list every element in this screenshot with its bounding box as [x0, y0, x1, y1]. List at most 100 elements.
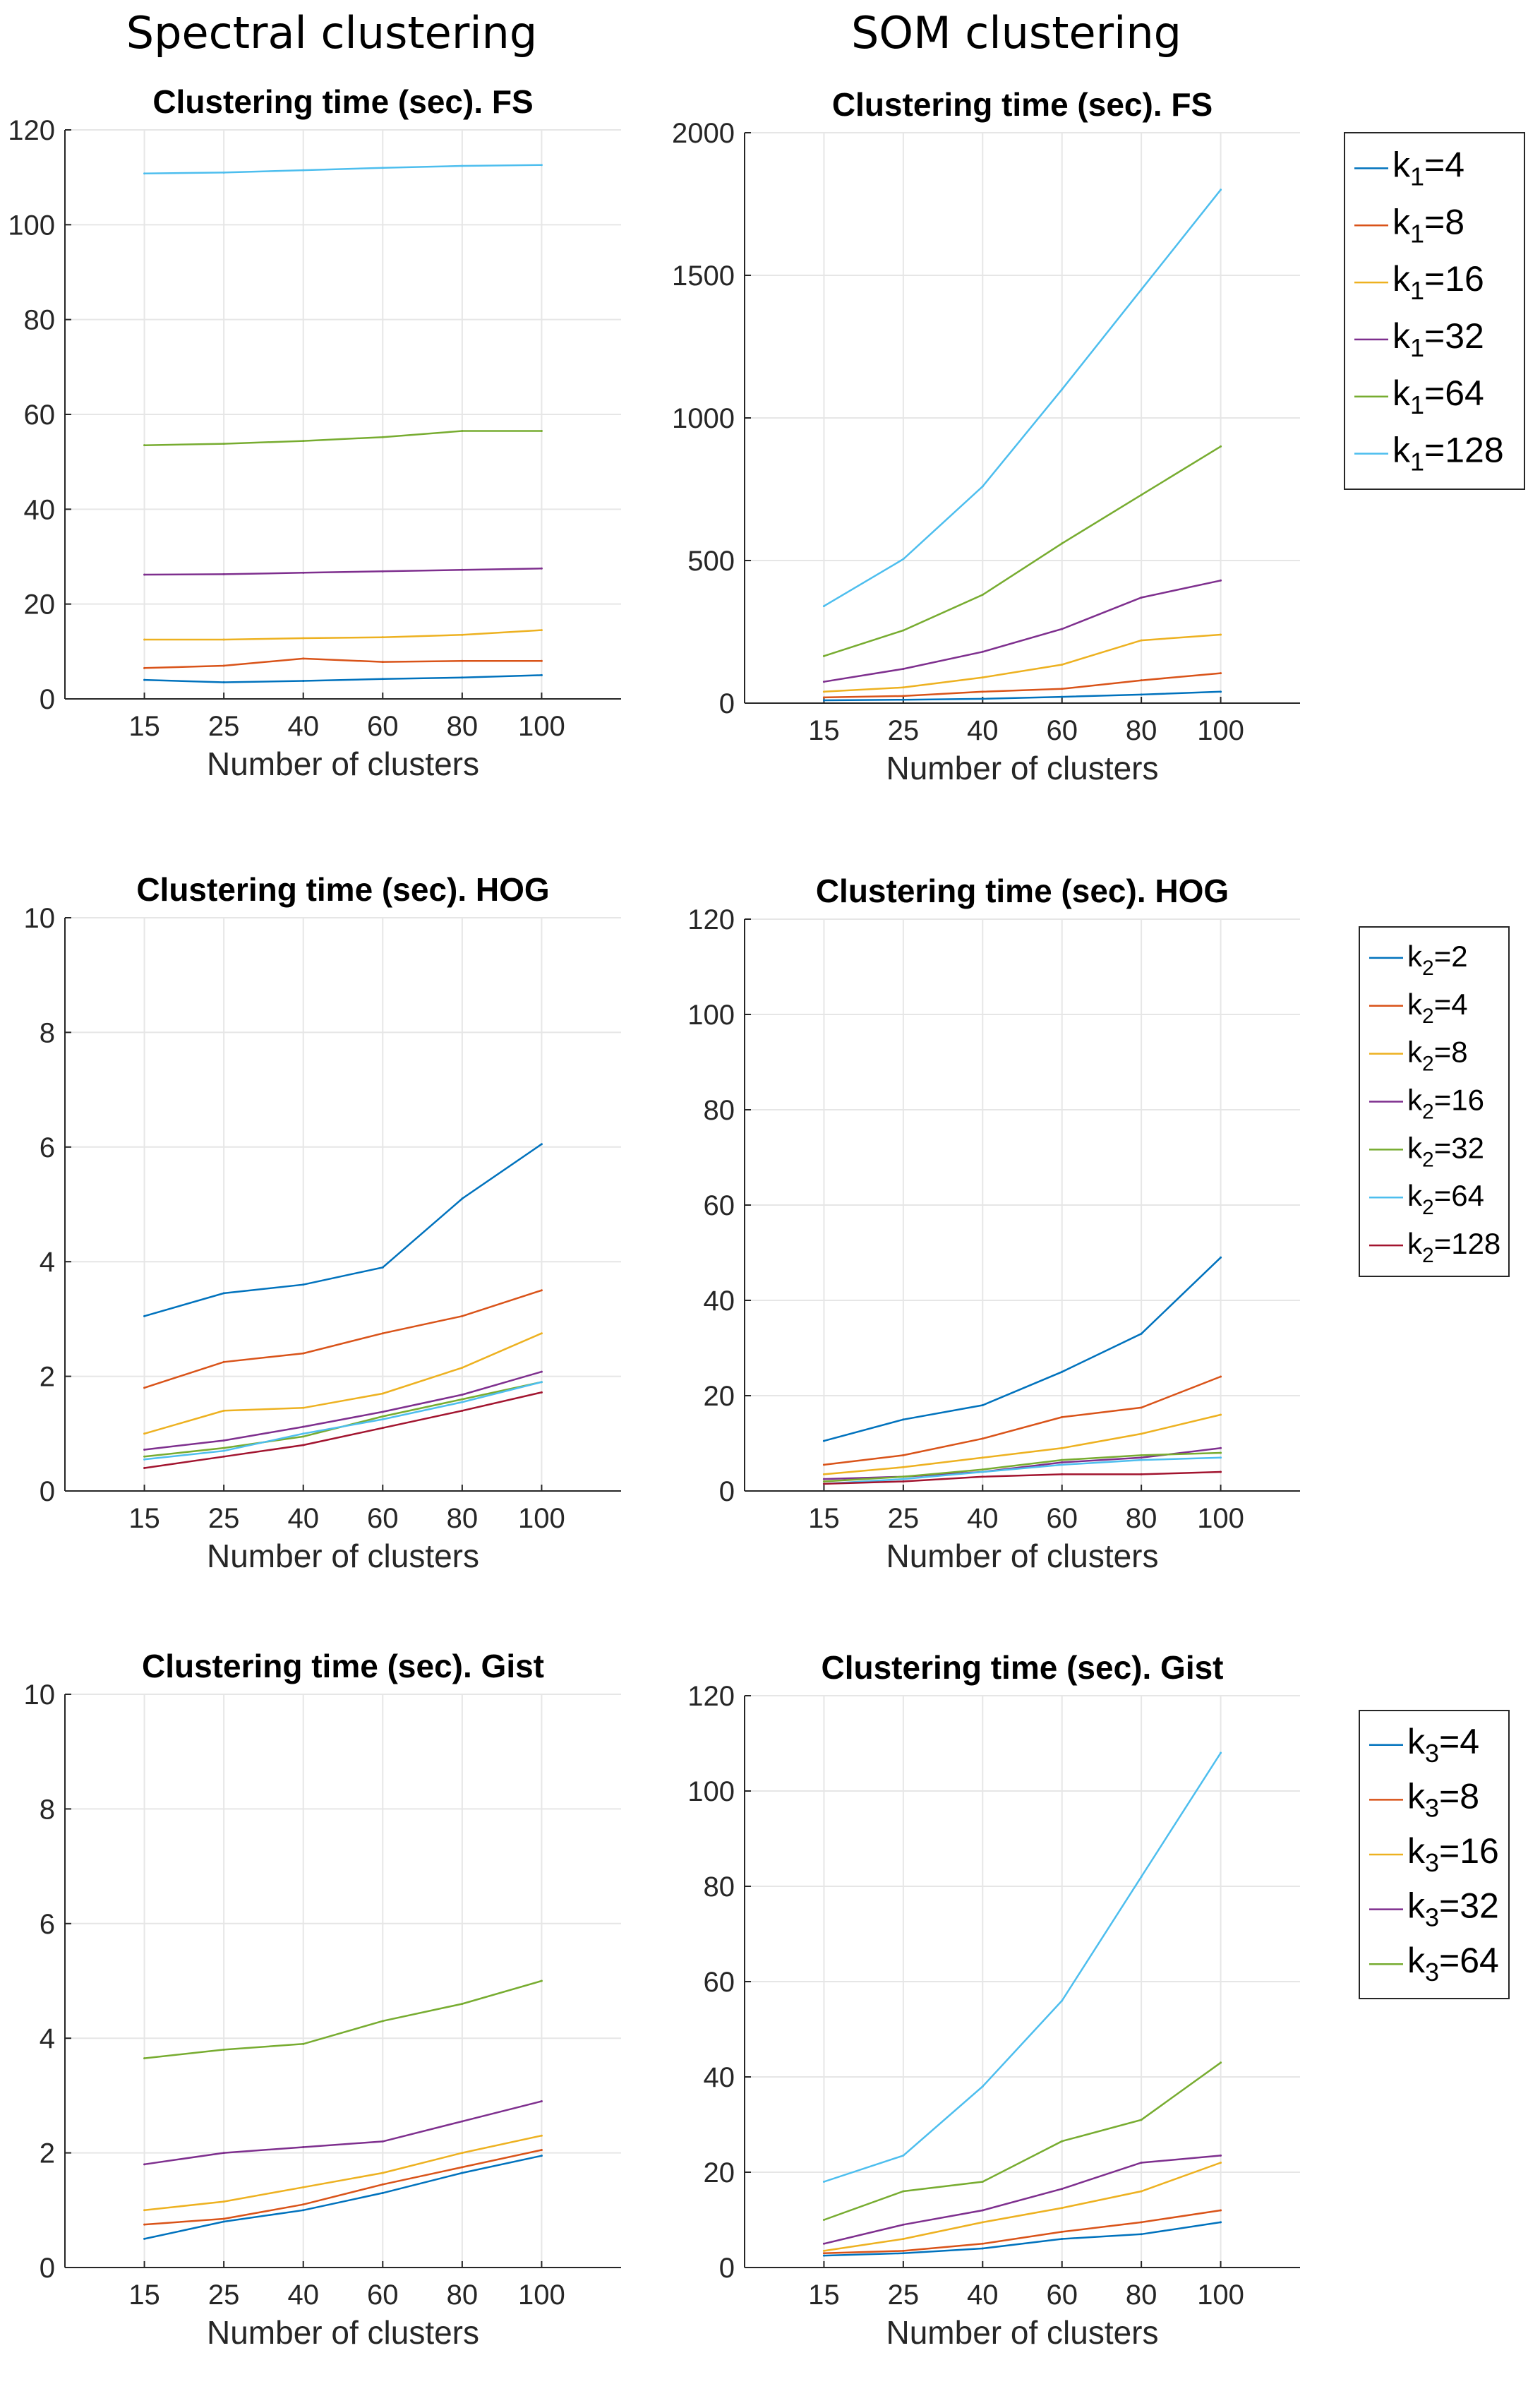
data-point	[1140, 1432, 1143, 1435]
data-point	[1140, 1876, 1143, 1878]
data-point	[381, 2172, 384, 2174]
x-tick-label: 15	[128, 1503, 160, 1534]
data-point	[981, 1475, 984, 1478]
data-point	[143, 2209, 146, 2212]
data-point	[981, 1468, 984, 1471]
y-tick-label: 4	[40, 2023, 55, 2054]
data-point	[461, 2172, 464, 2174]
series-line	[144, 1391, 542, 1469]
series-line	[144, 1381, 542, 1461]
data-point	[822, 605, 825, 608]
data-point	[822, 2181, 825, 2183]
data-point	[222, 1439, 225, 1442]
data-point	[1220, 2221, 1222, 2224]
data-point	[1140, 597, 1143, 599]
data-point	[822, 1463, 825, 1466]
y-tick-label: 2	[40, 2138, 55, 2169]
x-tick-label: 25	[208, 1503, 240, 1534]
x-axis-label: Number of clusters	[886, 2314, 1158, 2351]
data-point	[222, 2152, 225, 2155]
data-point	[222, 2200, 225, 2203]
data-point	[540, 659, 543, 662]
data-point	[822, 699, 825, 702]
data-point	[902, 2252, 905, 2255]
data-point	[1140, 1473, 1143, 1475]
chart-2: 0 500 1000 1500 2000 15 25 40 60 80 100 Number of c…	[672, 86, 1525, 786]
data-point	[302, 637, 305, 640]
series-line	[144, 2155, 542, 2240]
data-point	[540, 1391, 543, 1394]
data-point	[540, 1370, 543, 1373]
data-point	[143, 1432, 146, 1435]
series-line	[144, 1979, 542, 2059]
x-tick-label: 80	[447, 1503, 479, 1534]
legend-label: k1=32	[1392, 316, 1484, 362]
data-point	[381, 2140, 384, 2143]
header-som: SOM clustering	[851, 7, 1181, 59]
legend: k3=4 k3=8 k3=16 k3=32 k3=64	[1359, 1710, 1510, 1999]
data-point	[902, 1480, 905, 1482]
data-point	[381, 2183, 384, 2186]
data-point	[381, 636, 384, 639]
data-point	[461, 2120, 464, 2123]
data-point	[302, 1406, 305, 1409]
data-point	[540, 2155, 543, 2157]
header-spectral: Spectral clustering	[126, 7, 537, 59]
y-tick-label: 8	[40, 1017, 55, 1048]
legend-label: k2=4	[1407, 988, 1468, 1028]
data-point	[143, 1455, 146, 1458]
data-point	[302, 2042, 305, 2045]
chart-4: 0 20 40 60 80 100 120 15 25 40 60 80 100 Number of cl…	[687, 873, 1510, 1574]
x-tick-label: 100	[518, 1503, 565, 1534]
data-point	[381, 2020, 384, 2023]
data-point	[461, 2152, 464, 2155]
data-point	[381, 436, 384, 438]
data-point	[461, 2002, 464, 2005]
y-tick-label: 500	[687, 546, 735, 577]
y-tick-label: 0	[40, 1476, 55, 1507]
x-tick-label: 15	[808, 1503, 840, 1534]
data-point	[822, 1478, 825, 1480]
legend-label: k1=8	[1392, 202, 1464, 248]
data-point	[381, 661, 384, 664]
legend-label: k1=128	[1392, 431, 1504, 477]
legend-box	[1344, 132, 1525, 490]
y-tick-label: 10	[24, 1679, 56, 1711]
y-tick-label: 60	[704, 1190, 735, 1221]
y-tick-label: 0	[719, 1476, 735, 1507]
data-point	[1220, 1446, 1222, 1449]
data-point	[461, 1314, 464, 1317]
data-point	[981, 1470, 984, 1473]
series-line	[144, 2100, 542, 2166]
x-tick-label: 25	[888, 715, 920, 746]
series-line	[824, 2162, 1222, 2252]
data-point	[981, 485, 984, 488]
data-point	[302, 2209, 305, 2212]
x-tick-label: 100	[1197, 715, 1244, 746]
data-point	[1220, 1470, 1222, 1473]
data-point	[902, 2154, 905, 2157]
data-point	[981, 2221, 984, 2224]
series-line	[824, 672, 1221, 699]
y-tick-label: 0	[40, 684, 55, 715]
data-point	[143, 666, 146, 669]
data-point	[1220, 2162, 1222, 2164]
data-point	[1140, 1456, 1143, 1459]
data-point	[1061, 1415, 1064, 1418]
series-line	[824, 690, 1221, 702]
series-line	[144, 657, 542, 669]
data-point	[1140, 493, 1143, 496]
data-point	[143, 444, 146, 447]
data-point	[1140, 2233, 1143, 2236]
chart-1: 0 20 40 60 80 100 120 15 25 40 60 80 100 Number of cl…	[8, 83, 621, 782]
data-point	[222, 1360, 225, 1363]
data-point	[902, 695, 905, 697]
data-point	[1061, 663, 1064, 666]
data-point	[822, 2219, 825, 2221]
y-tick-label: 4	[40, 1247, 55, 1278]
y-tick-label: 0	[719, 2253, 735, 2284]
data-point	[540, 2100, 543, 2103]
data-point	[981, 593, 984, 596]
series-line	[144, 568, 542, 576]
data-point	[222, 443, 225, 445]
